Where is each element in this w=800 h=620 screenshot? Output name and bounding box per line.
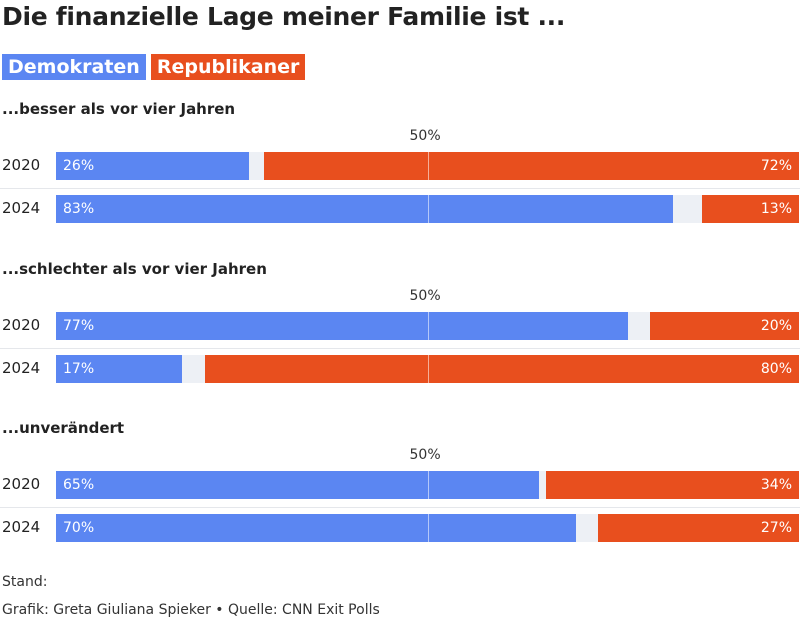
reference-label: 50% [409,447,441,463]
value-label-republikaner: 80% [760,361,792,377]
legend-item-republikaner: Republikaner [150,54,306,80]
value-label-demokraten: 83% [63,201,95,217]
value-label-demokraten: 70% [63,520,95,536]
year-label: 2024 [2,199,41,217]
year-label: 2020 [2,475,41,493]
reference-line [427,312,429,340]
reference-line [427,195,429,223]
row-separator [0,348,800,349]
footer-stand: Stand: [2,574,48,590]
reference-line [427,152,429,180]
legend: Demokraten Republikaner [2,54,306,80]
bar-republikaner [264,152,799,180]
group-title: ...schlechter als vor vier Jahren [2,260,267,278]
reference-line [427,471,429,499]
value-label-republikaner: 72% [760,158,792,174]
bar-republikaner [702,195,799,223]
year-label: 2024 [2,518,41,536]
bar-republikaner [598,514,799,542]
year-label: 2020 [2,316,41,334]
reference-label: 50% [409,288,441,304]
bar-demokraten [56,195,673,223]
bar-republikaner [204,355,799,383]
value-label-demokraten: 77% [63,318,95,334]
value-label-demokraten: 17% [63,361,95,377]
reference-label: 50% [409,128,441,144]
row-separator [0,507,800,508]
value-label-republikaner: 27% [760,520,792,536]
value-label-republikaner: 20% [760,318,792,334]
bar-demokraten [56,471,539,499]
row-separator [0,188,800,189]
chart-title: Die finanzielle Lage meiner Familie ist … [2,2,566,31]
value-label-republikaner: 34% [760,477,792,493]
value-label-republikaner: 13% [760,201,792,217]
bar-demokraten [56,312,629,340]
bar-republikaner [546,471,799,499]
bar-republikaner [650,312,799,340]
reference-line [427,355,429,383]
reference-line [427,514,429,542]
bar-demokraten [56,152,250,180]
group-title: ...unverändert [2,419,125,437]
year-label: 2020 [2,156,41,174]
value-label-demokraten: 26% [63,158,95,174]
bar-demokraten [56,355,183,383]
legend-item-demokraten: Demokraten [2,54,146,80]
bar-demokraten [56,514,577,542]
value-label-demokraten: 65% [63,477,95,493]
group-title: ...besser als vor vier Jahren [2,100,236,118]
year-label: 2024 [2,359,41,377]
footer-credit: Grafik: Greta Giuliana Spieker • Quelle:… [2,602,380,618]
